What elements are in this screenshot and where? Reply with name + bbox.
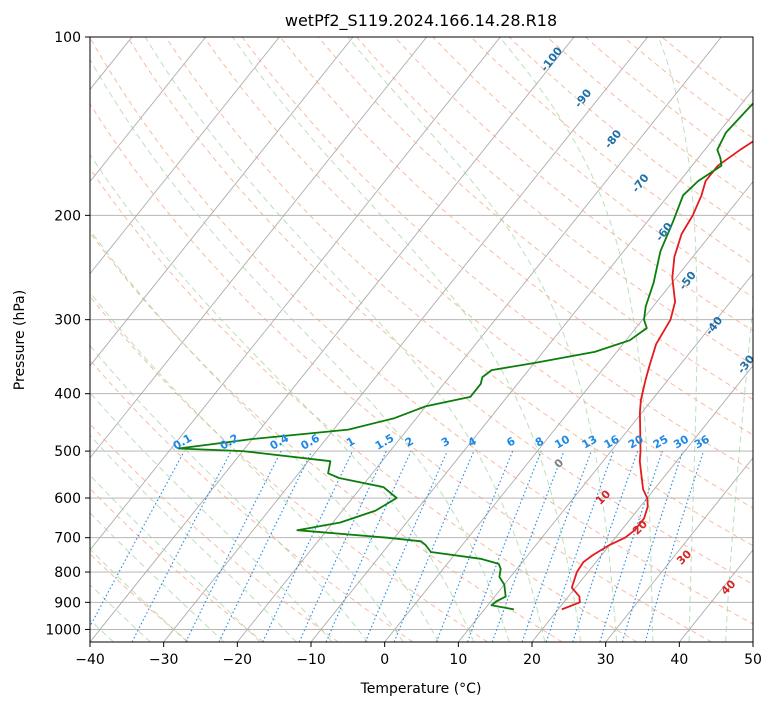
dry-adiabat-line <box>394 37 753 332</box>
plot-frame <box>89 36 754 643</box>
y-tick-label: 200 <box>54 208 81 224</box>
y-tick-label: 300 <box>54 313 81 329</box>
mixing-ratio-line <box>545 450 614 642</box>
y-tick-label: 500 <box>54 444 81 460</box>
y-tick-label: 600 <box>54 491 81 507</box>
x-tick-label: 20 <box>523 652 541 668</box>
y-tick-label: 700 <box>54 531 81 547</box>
mixing-ratio-line <box>393 450 475 642</box>
dry-adiabat-line <box>318 37 753 401</box>
y-tick-label: 800 <box>54 565 81 581</box>
dry-adiabat-line <box>90 295 488 642</box>
dry-adiabat-line <box>432 37 753 298</box>
dry-adiabat-line <box>90 423 339 642</box>
mixing-ratio-line <box>90 450 185 628</box>
mixing-ratio-line <box>521 450 592 642</box>
dry-adiabat-line <box>241 37 753 472</box>
x-tick-label: −30 <box>149 652 179 668</box>
dry-adiabat-line <box>508 37 753 233</box>
isotherm-line <box>90 37 280 275</box>
dry-adiabat-label: -20 <box>771 386 775 410</box>
x-tick-label: 30 <box>597 652 615 668</box>
y-tick-label: 900 <box>54 595 81 611</box>
mixing-ratio-line <box>599 450 663 642</box>
dry-adiabat-line <box>165 37 753 547</box>
isotherm-line <box>384 180 753 642</box>
moist-adiabat-line <box>90 548 188 642</box>
moist-adiabat-line <box>658 37 698 642</box>
isotherm-line <box>457 272 753 642</box>
isotherm-line <box>163 37 649 642</box>
mixing-ratio-line <box>621 450 684 642</box>
moist-adiabat-line <box>725 299 753 642</box>
dry-adiabat-line <box>279 37 753 436</box>
dry-adiabat-line <box>90 103 712 642</box>
dry-adiabat-line <box>90 37 753 625</box>
isotherm-line <box>90 37 428 459</box>
x-tick-label: 0 <box>380 652 389 668</box>
isotherm-line <box>90 37 575 642</box>
dry-adiabat-line <box>90 167 638 642</box>
moist-adiabat-line <box>90 291 404 642</box>
isotherm-line <box>90 37 501 551</box>
mixing-ratio-line <box>466 450 542 642</box>
mixing-ratio-line <box>572 450 639 642</box>
isotherm-line <box>605 457 753 642</box>
x-tick-label: 40 <box>670 652 688 668</box>
dry-adiabat-line <box>203 37 753 509</box>
mixing-ratio-line <box>364 450 448 642</box>
dry-adiabat-line <box>356 37 753 366</box>
x-axis-label: Temperature (°C) <box>360 681 482 697</box>
y-tick-label: 100 <box>54 30 81 46</box>
moist-adiabat-line <box>144 37 546 642</box>
mixing-ratio-line <box>644 450 705 642</box>
chart-title: wetPf2_S119.2024.166.14.28.R18 <box>285 11 557 31</box>
temperature-profile <box>561 140 753 611</box>
x-tick-label: −40 <box>75 652 105 668</box>
moist-adiabat-line <box>90 344 369 642</box>
moist-adiabat-line <box>90 512 225 642</box>
isotherm-line <box>531 365 753 642</box>
y-tick-label: 1000 <box>45 622 81 638</box>
mixing-ratio-line <box>491 450 565 642</box>
dry-adiabat-line <box>90 231 563 642</box>
dry-adiabat-line <box>547 37 753 202</box>
y-axis-label: Pressure (hPa) <box>12 290 28 390</box>
isotherm-line <box>236 37 722 642</box>
dry-adiabat-line <box>470 37 753 266</box>
mixing-ratio-line <box>435 450 514 642</box>
x-tick-label: −20 <box>223 652 253 668</box>
moist-adiabat-line <box>90 58 510 642</box>
moist-adiabat-line <box>90 474 261 642</box>
moist-adiabat-line <box>90 584 151 642</box>
moist-adiabat-line <box>90 434 297 642</box>
background-lines <box>0 37 753 642</box>
isotherm-line <box>90 37 207 183</box>
moist-adiabat-line <box>232 37 582 642</box>
isotherm-line <box>752 641 753 642</box>
isotherm-line <box>90 37 354 367</box>
profile-lines <box>177 102 753 611</box>
x-tick-label: 10 <box>449 652 467 668</box>
x-tick-label: −10 <box>296 652 326 668</box>
dry-adiabat-line <box>90 487 264 642</box>
mixing-ratio-line <box>185 450 282 642</box>
dry-adiabat-line <box>127 37 753 585</box>
y-tick-label: 400 <box>54 387 81 403</box>
moist-adiabat-line <box>90 229 439 642</box>
axes: −40 −30 −20 −10 0 10 20 30 40 50 100 200 300 400 500 60… <box>45 30 762 668</box>
moist-adiabat-line <box>499 37 654 642</box>
isotherm-line <box>0 37 58 642</box>
dewpoint-profile <box>177 102 753 611</box>
x-tick-label: 50 <box>744 652 762 668</box>
